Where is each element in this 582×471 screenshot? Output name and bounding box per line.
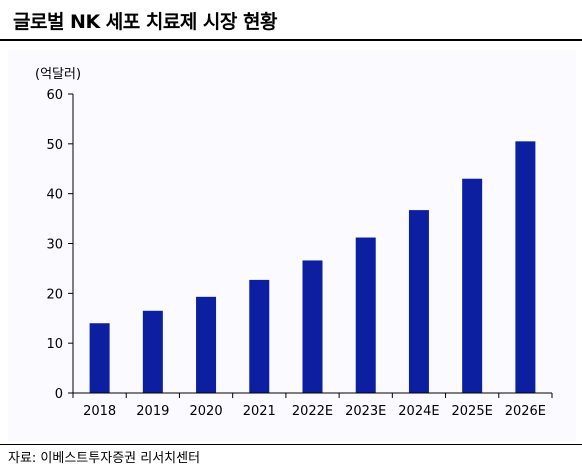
- y-tick-label: 50: [46, 138, 63, 153]
- bar-2025E: [462, 178, 483, 393]
- chart-title: 글로벌 NK 세포 치료제 시장 현황: [13, 11, 277, 33]
- y-tick-label: 60: [46, 88, 63, 103]
- source-note: 자료: 이베스트투자증권 리서치센터: [8, 451, 201, 466]
- x-tick-label: 2018: [83, 404, 116, 419]
- bar-2022E: [302, 260, 323, 393]
- footer-divider: [0, 444, 582, 445]
- bar-2018: [89, 323, 110, 393]
- y-tick-label: 20: [46, 287, 63, 302]
- y-tick-label: 10: [46, 337, 63, 352]
- x-tick-label: 2019: [136, 404, 169, 419]
- bar-2019: [142, 310, 163, 393]
- x-tick-label: 2020: [190, 404, 223, 419]
- x-tick-label: 2025E: [452, 404, 493, 419]
- y-tick-label: 30: [46, 238, 63, 253]
- x-tick-label: 2021: [243, 404, 276, 419]
- bar-2020: [196, 296, 217, 393]
- bar-2023E: [355, 237, 376, 393]
- y-tick-label: 0: [55, 387, 63, 402]
- title-divider: [0, 39, 582, 41]
- bar-2026E: [515, 141, 536, 393]
- x-tick-label: 2024E: [398, 404, 439, 419]
- y-axis-unit-label: (억달러): [35, 67, 81, 82]
- y-tick-label: 40: [46, 188, 63, 203]
- x-tick-label: 2023E: [345, 404, 386, 419]
- x-tick-label: 2026E: [505, 404, 546, 419]
- bar-2021: [249, 279, 270, 393]
- bar-chart: (억달러) 0 10 20 30 40 50 60 2018 2019 2020 2021 2022…: [35, 67, 553, 419]
- bar-2024E: [408, 210, 429, 393]
- x-tick-label: 2022E: [292, 404, 333, 419]
